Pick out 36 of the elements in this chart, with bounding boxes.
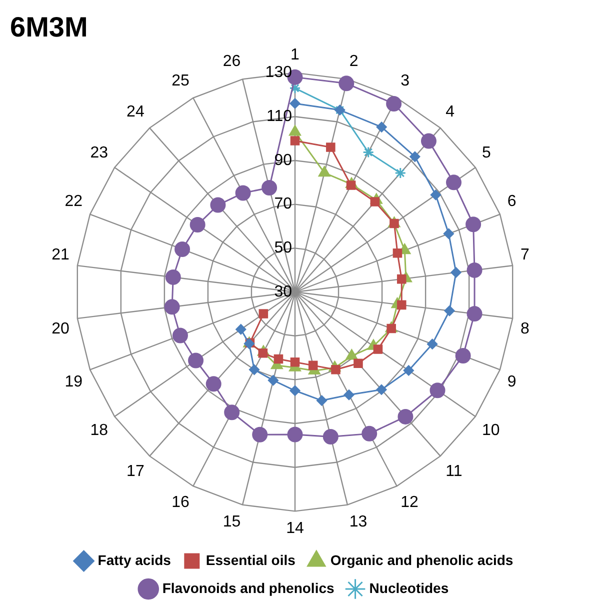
spoke-label: 7 <box>520 246 530 264</box>
spoke-label: 21 <box>52 246 70 264</box>
y-tick-label: 30 <box>274 283 292 300</box>
spoke-label: 19 <box>64 374 83 391</box>
spoke-label: 16 <box>172 494 190 512</box>
legend-label: Essential oils <box>206 552 296 568</box>
legend-label: Nucleotides <box>369 580 449 596</box>
spoke-label: 6 <box>507 193 516 210</box>
spoke-label: 26 <box>222 53 241 70</box>
spoke-label: 4 <box>446 104 455 121</box>
spoke-label: 3 <box>400 72 410 90</box>
spoke-label: 2 <box>349 53 358 70</box>
spoke-label: 11 <box>446 463 462 480</box>
spoke-label: 18 <box>90 422 108 440</box>
spoke-label: 14 <box>286 520 304 538</box>
spoke-label: 23 <box>90 144 108 162</box>
legend-label: Flavonoids and phenolics <box>162 580 334 596</box>
spoke-label: 8 <box>520 320 530 338</box>
spoke-label: 17 <box>126 463 144 480</box>
spoke-label: 25 <box>172 72 190 90</box>
spoke-label: 12 <box>400 494 418 512</box>
y-tick-label: 50 <box>274 240 292 257</box>
spoke-label: 13 <box>349 514 368 531</box>
legend-label: Organic and phenolic acids <box>330 552 514 568</box>
spoke-label: 20 <box>52 320 70 338</box>
y-tick-label: 130 <box>265 64 292 82</box>
spoke-label: 24 <box>126 104 144 121</box>
y-tick-label: 70 <box>274 196 292 213</box>
spoke-label: 15 <box>222 514 241 531</box>
spoke-label: 22 <box>64 193 83 210</box>
legend-label: Fatty acids <box>98 552 172 568</box>
spoke-label: 9 <box>507 374 516 391</box>
spoke-label: 5 <box>482 144 491 162</box>
spoke-label: 10 <box>482 422 500 440</box>
chart-title: 6M3M <box>10 12 88 43</box>
spoke-label: 1 <box>290 46 300 64</box>
